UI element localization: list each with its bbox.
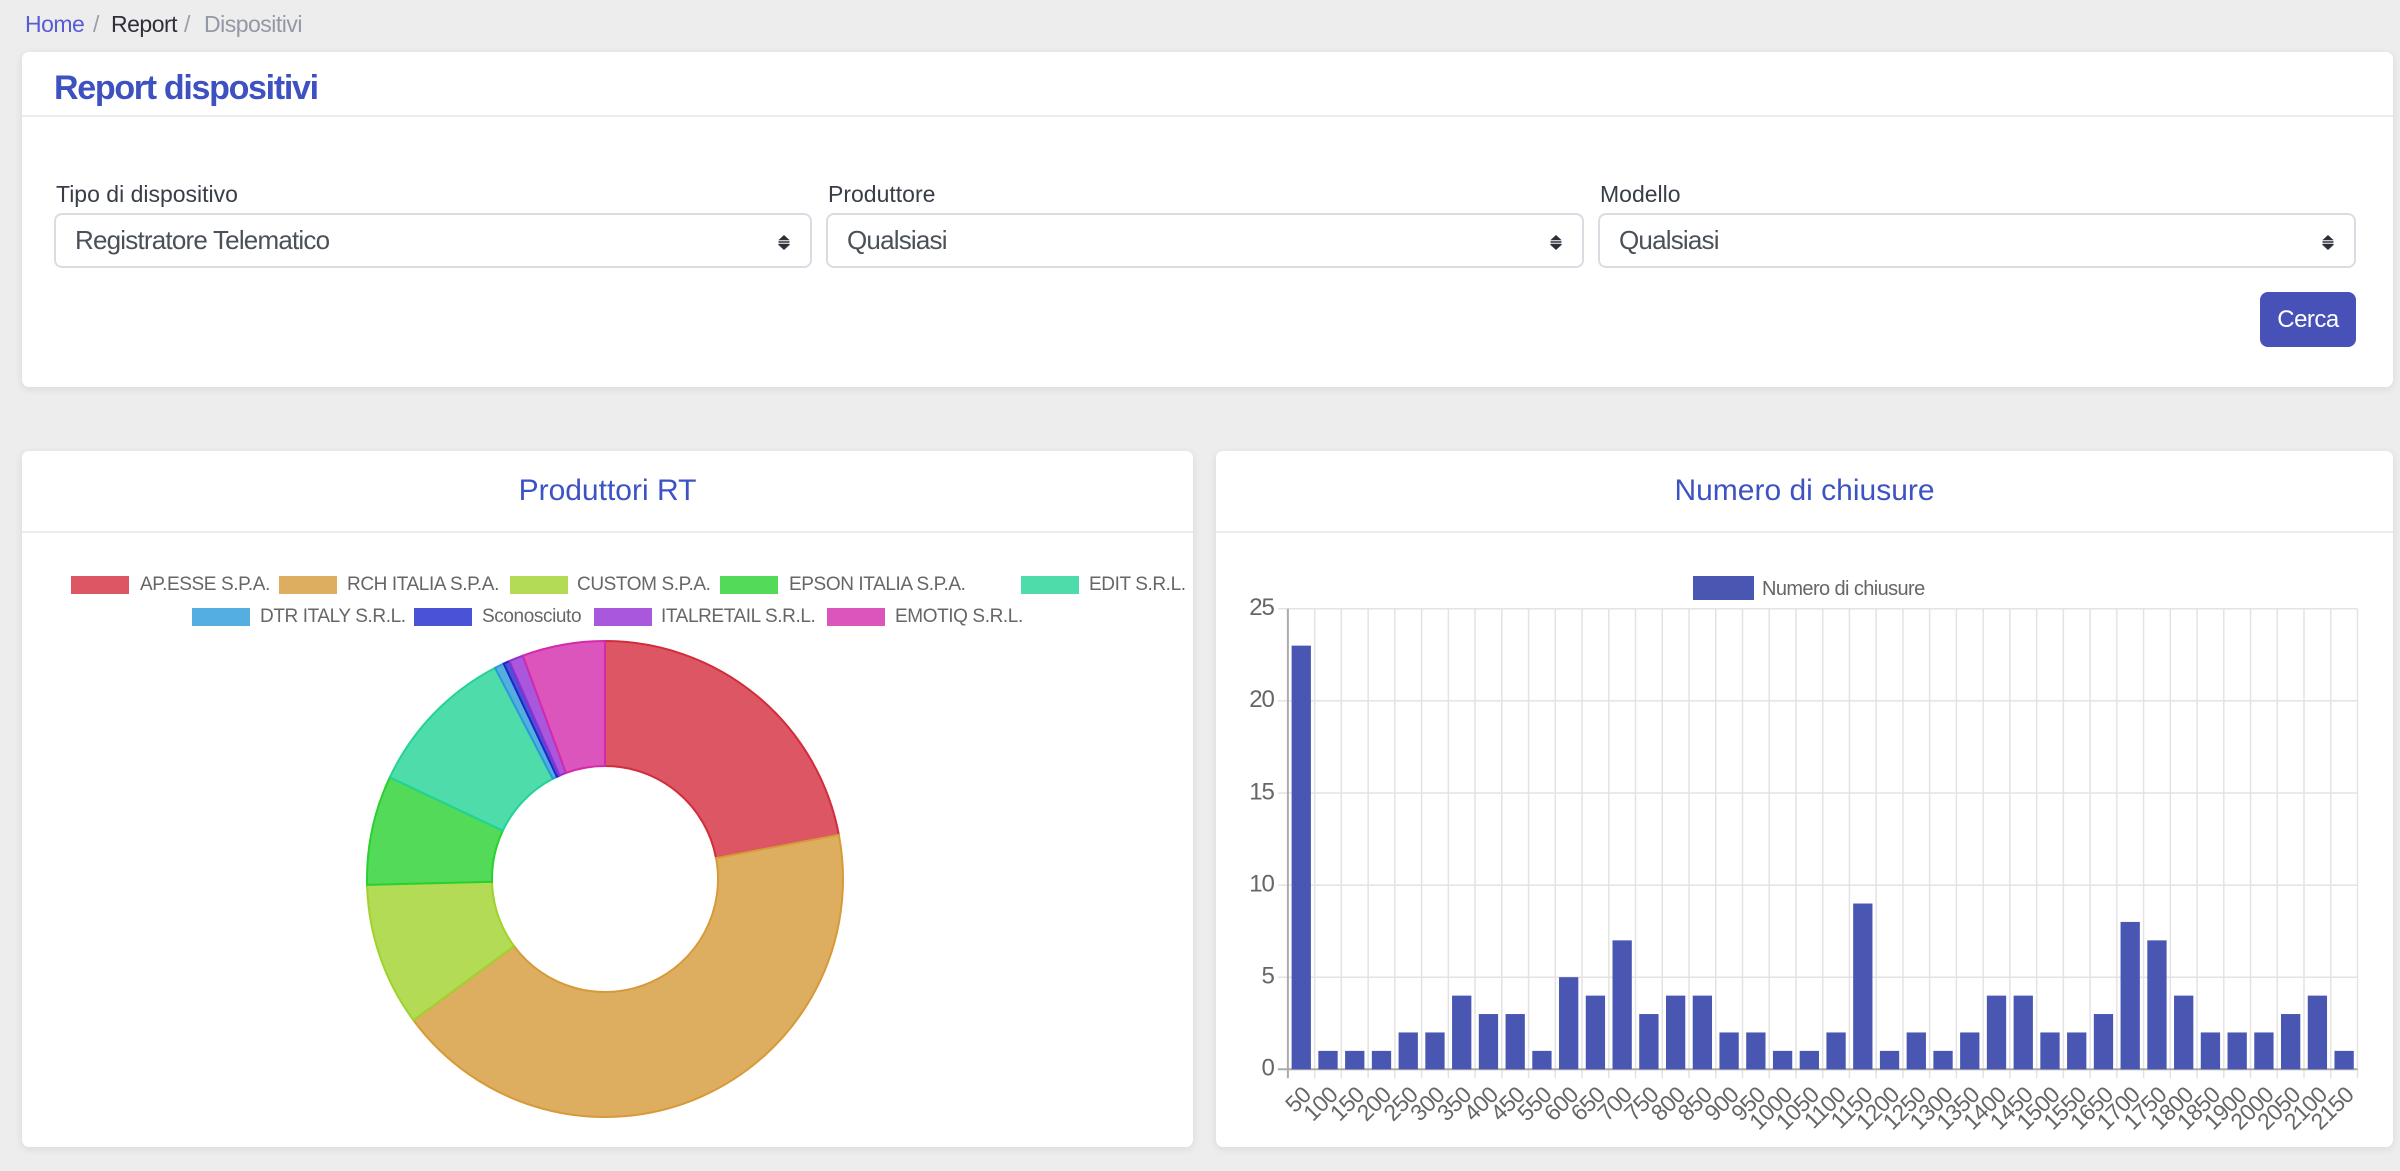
svg-text:10: 10 bbox=[1249, 870, 1274, 897]
svg-text:Numero di chiusure: Numero di chiusure bbox=[1762, 578, 1925, 600]
svg-text:0: 0 bbox=[1262, 1055, 1275, 1082]
svg-text:15: 15 bbox=[1249, 778, 1274, 805]
svg-text:25: 25 bbox=[1249, 594, 1274, 621]
svg-text:5: 5 bbox=[1262, 963, 1275, 990]
svg-text:20: 20 bbox=[1249, 686, 1274, 713]
